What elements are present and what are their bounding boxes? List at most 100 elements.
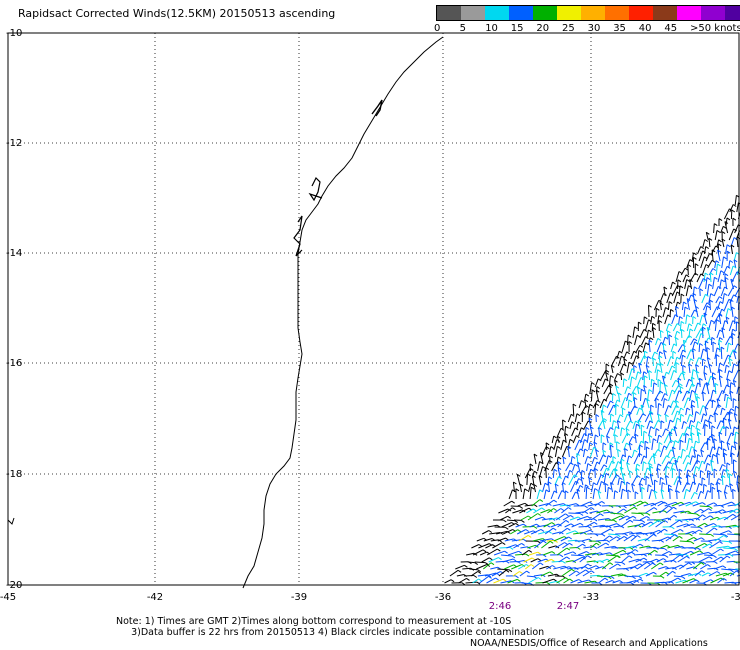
wind-barb: [589, 382, 593, 395]
legend-swatch: [653, 6, 677, 20]
wind-barb-flag: [646, 512, 651, 516]
wind-barb: [540, 571, 551, 577]
wind-barb-flag: [609, 392, 613, 396]
wind-barb: [628, 558, 639, 563]
wind-barb-flag: [617, 448, 621, 452]
wind-barb-flag: [733, 379, 737, 383]
wind-barb: [590, 542, 597, 549]
wind-barb-flag: [676, 291, 681, 295]
wind-barb-flag: [553, 435, 557, 439]
wind-barb-flag: [669, 419, 674, 423]
wind-barb-flag: [733, 398, 737, 402]
wind-barb: [637, 350, 640, 360]
wind-barb: [592, 488, 596, 500]
wind-barb: [624, 575, 633, 578]
wind-barb: [561, 446, 568, 458]
wind-barb: [563, 551, 574, 556]
wind-barb-flag: [679, 285, 684, 289]
wind-barb-flag: [634, 549, 639, 552]
wind-barb: [509, 561, 518, 563]
wind-barb-flag: [505, 560, 510, 564]
wind-barb-flag: [651, 378, 655, 382]
wind-barb: [550, 490, 555, 500]
legend-label: 30: [587, 23, 601, 34]
wind-barb: [612, 549, 624, 556]
wind-barb-flag: [606, 539, 611, 543]
wind-barb-flag: [689, 259, 694, 263]
wind-barb: [693, 322, 699, 332]
wind-barb-flag: [733, 459, 737, 463]
wind-barb-flag: [709, 506, 713, 510]
wind-barb-flag: [473, 575, 478, 578]
wind-barb-flag: [524, 502, 529, 506]
wind-barb-flag: [565, 475, 569, 479]
wind-barb: [661, 455, 667, 465]
wind-barb-flag: [664, 336, 669, 340]
wind-barb-flag: [690, 358, 694, 362]
wind-barb: [693, 449, 696, 458]
wind-barb-flag: [537, 551, 542, 555]
wind-barb-flag: [648, 339, 653, 343]
wind-barb: [728, 320, 734, 332]
wind-barb-flag: [691, 376, 695, 380]
legend-swatch: [461, 6, 485, 20]
wind-barb: [623, 534, 634, 542]
wind-barb-flag: [700, 508, 704, 512]
wind-barb-flag: [731, 501, 735, 505]
wind-barb-flag: [609, 383, 614, 387]
wind-barb-flag: [527, 534, 532, 538]
wind-barb: [701, 264, 707, 276]
wind-barb-flag: [696, 513, 700, 517]
wind-barb: [694, 570, 703, 577]
wind-barb-flag: [702, 250, 706, 254]
wind-barb-flag: [595, 434, 599, 438]
wind-barb-flag: [687, 474, 691, 478]
wind-barb-flag: [653, 571, 657, 575]
wind-barb-flag: [593, 546, 598, 549]
wind-barb: [711, 434, 714, 444]
wind-barb-flag: [706, 277, 711, 281]
wind-barb: [613, 399, 618, 409]
wind-barb-flag: [694, 341, 698, 345]
wind-barb-flag: [713, 438, 717, 442]
wind-barb: [711, 525, 720, 528]
wind-barb: [713, 314, 720, 325]
wind-barb-flag: [635, 420, 639, 424]
wind-barb: [691, 252, 694, 262]
wind-barb: [544, 527, 554, 535]
wind-barb-flag: [704, 239, 709, 242]
wind-barb-flag: [697, 421, 702, 424]
wind-barb: [502, 529, 513, 535]
wind-barb: [647, 455, 653, 465]
wind-barb: [685, 407, 688, 416]
wind-barb-flag: [721, 327, 726, 331]
wind-barb-flag: [560, 508, 565, 511]
wind-barb-flag: [517, 578, 521, 582]
wind-barb-flag: [542, 466, 546, 469]
wind-barb-flag: [657, 369, 661, 373]
wind-barb: [512, 509, 523, 514]
wind-barb-flag: [679, 554, 684, 558]
wind-barb: [533, 574, 543, 577]
wind-barb-flag: [629, 519, 634, 523]
wind-barb: [719, 464, 723, 472]
wind-barb-flag: [718, 478, 722, 481]
wind-barb: [622, 378, 625, 388]
wind-barb-flag: [523, 523, 527, 527]
wind-barb: [515, 523, 524, 528]
wind-barb: [663, 372, 667, 381]
wind-barb-flag: [615, 403, 620, 407]
wind-barb-flag: [593, 518, 598, 522]
wind-barb-flag: [636, 334, 641, 338]
wind-barb: [599, 525, 609, 528]
wind-barb: [648, 340, 651, 353]
wind-barb: [713, 223, 715, 234]
wind-barb: [706, 284, 710, 297]
wind-barb-flag: [643, 455, 648, 459]
wind-barb-flag: [579, 439, 583, 443]
wind-barb-flag: [637, 419, 642, 423]
wind-barb: [673, 357, 678, 367]
wind-barb: [733, 413, 737, 423]
wind-barb-flag: [576, 453, 580, 456]
wind-barb: [685, 379, 690, 388]
